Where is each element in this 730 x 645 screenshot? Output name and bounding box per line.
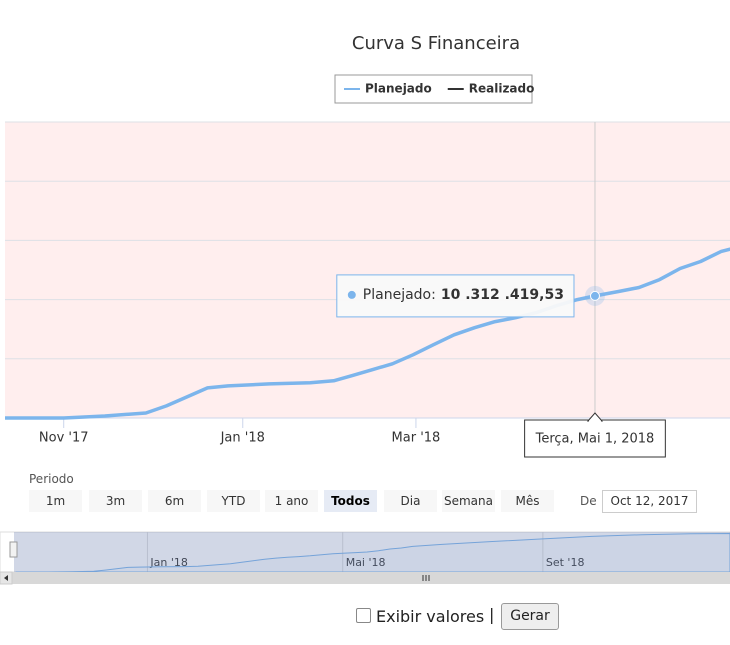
navigator-tick-label: Jan '18: [149, 556, 187, 569]
pointer-cover: [588, 420, 601, 423]
range-button[interactable]: Todos: [324, 490, 377, 512]
tooltip-value: 10 .312 .419,53: [441, 287, 564, 303]
chart: Curva S Financeira Nov '17 Jan '18 Mar '18…: [0, 33, 730, 585]
range-button[interactable]: Dia: [384, 490, 437, 512]
scrollbar-arrow: [4, 575, 8, 581]
range-button[interactable]: Mês: [501, 490, 554, 512]
from-label: De: [580, 494, 597, 508]
from-input[interactable]: Oct 12, 2017: [602, 490, 697, 513]
range-button[interactable]: 1 ano: [265, 490, 318, 512]
tooltip-box: [336, 274, 575, 318]
plot-background: [5, 122, 730, 418]
period-label: Periodo: [29, 472, 74, 486]
range-button[interactable]: 6m: [148, 490, 201, 512]
series-line: [5, 247, 730, 420]
crosshair-label: Terça, Mai 1, 2018: [524, 412, 666, 458]
range-button[interactable]: YTD: [207, 490, 260, 512]
checkbox-label: Exibir valores: [376, 607, 485, 626]
range-button[interactable]: 3m: [89, 490, 142, 512]
x-tick-label: Jan '18: [220, 431, 265, 446]
checkbox[interactable]: [356, 608, 371, 623]
navigator-area: [15, 532, 730, 572]
x-tick-label: Mar '18: [392, 431, 441, 446]
range-button[interactable]: Semana: [442, 490, 495, 512]
legend-label: Planejado: [365, 82, 432, 96]
range-button[interactable]: 1m: [29, 490, 82, 512]
navigator-tick-label: Set '18: [546, 556, 585, 569]
tooltip: Planejado: 10 .312 .419,53: [336, 274, 575, 318]
separator: |: [489, 605, 495, 624]
navigator-tick-label: Mai '18: [346, 556, 386, 569]
crosshair-label-box: [524, 419, 666, 458]
crosshair-label-text: Terça, Mai 1, 2018: [535, 432, 655, 447]
tooltip-label: Planejado:: [363, 287, 436, 303]
x-tick-label: Nov '17: [39, 431, 89, 446]
scrollbar-grip: [422, 575, 430, 581]
navigator-handle[interactable]: [9, 541, 18, 558]
hover-point: [589, 290, 600, 301]
chart-title: Curva S Financeira: [352, 33, 520, 54]
submit-button[interactable]: Gerar: [501, 603, 559, 630]
tooltip-marker: [347, 290, 356, 299]
legend-label: Realizado: [469, 82, 535, 96]
legend-box: [334, 74, 533, 104]
navigator-mask: [14, 532, 730, 572]
scrollbar-track: [0, 572, 730, 584]
